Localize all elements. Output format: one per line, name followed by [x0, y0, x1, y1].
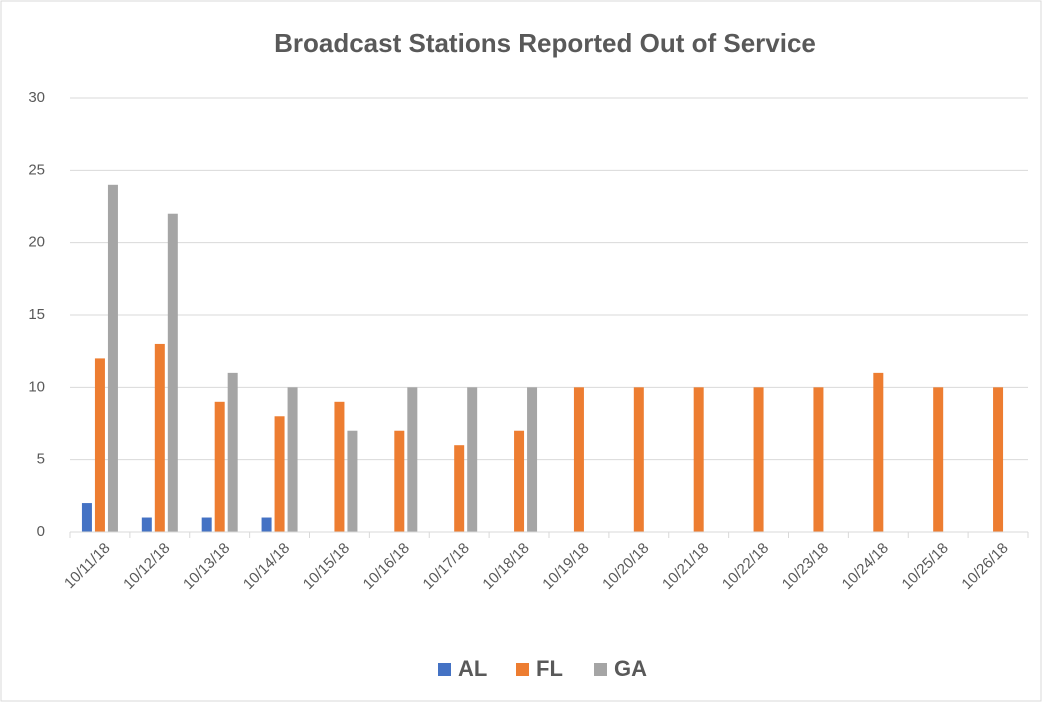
- y-tick-label: 15: [28, 306, 45, 323]
- bar: [693, 387, 704, 532]
- legend-label: AL: [458, 656, 487, 681]
- bar: [394, 430, 405, 532]
- bar: [407, 387, 418, 532]
- bar: [993, 387, 1004, 532]
- legend-swatch: [594, 663, 607, 676]
- bar: [214, 401, 225, 532]
- bar: [201, 517, 212, 532]
- bar: [167, 213, 178, 532]
- bar: [873, 372, 884, 532]
- bar: [334, 401, 345, 532]
- bar: [633, 387, 644, 532]
- bar: [514, 430, 525, 532]
- bar: [107, 184, 118, 533]
- bar: [261, 517, 272, 532]
- legend-label: FL: [536, 656, 563, 681]
- legend-swatch: [516, 663, 529, 676]
- bar: [467, 387, 478, 532]
- bar: [454, 445, 465, 532]
- legend-swatch: [438, 663, 451, 676]
- y-tick-label: 20: [28, 234, 45, 251]
- bar: [813, 387, 824, 532]
- bar: [287, 387, 298, 532]
- y-tick-label: 5: [37, 451, 45, 468]
- bar: [227, 372, 238, 532]
- legend-label: GA: [614, 656, 647, 681]
- bar: [933, 387, 944, 532]
- bar: [141, 517, 152, 532]
- bar: [274, 416, 285, 532]
- bar: [527, 387, 538, 532]
- bar: [347, 430, 358, 532]
- bar: [81, 503, 92, 532]
- y-tick-label: 0: [37, 523, 45, 540]
- chart-title: Broadcast Stations Reported Out of Servi…: [274, 28, 816, 58]
- y-tick-label: 30: [28, 89, 45, 106]
- bar: [94, 358, 105, 532]
- bar: [154, 343, 165, 532]
- y-tick-label: 10: [28, 378, 45, 395]
- bar: [753, 387, 764, 532]
- y-tick-label: 25: [28, 161, 45, 178]
- bar: [573, 387, 584, 532]
